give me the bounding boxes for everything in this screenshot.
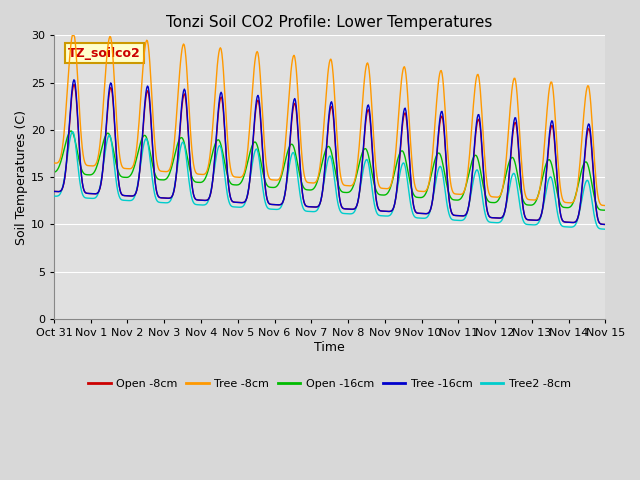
- Title: Tonzi Soil CO2 Profile: Lower Temperatures: Tonzi Soil CO2 Profile: Lower Temperatur…: [166, 15, 493, 30]
- X-axis label: Time: Time: [314, 341, 345, 354]
- Text: TZ_soilco2: TZ_soilco2: [68, 47, 140, 60]
- Y-axis label: Soil Temperatures (C): Soil Temperatures (C): [15, 110, 28, 245]
- Legend: Open -8cm, Tree -8cm, Open -16cm, Tree -16cm, Tree2 -8cm: Open -8cm, Tree -8cm, Open -16cm, Tree -…: [84, 374, 575, 393]
